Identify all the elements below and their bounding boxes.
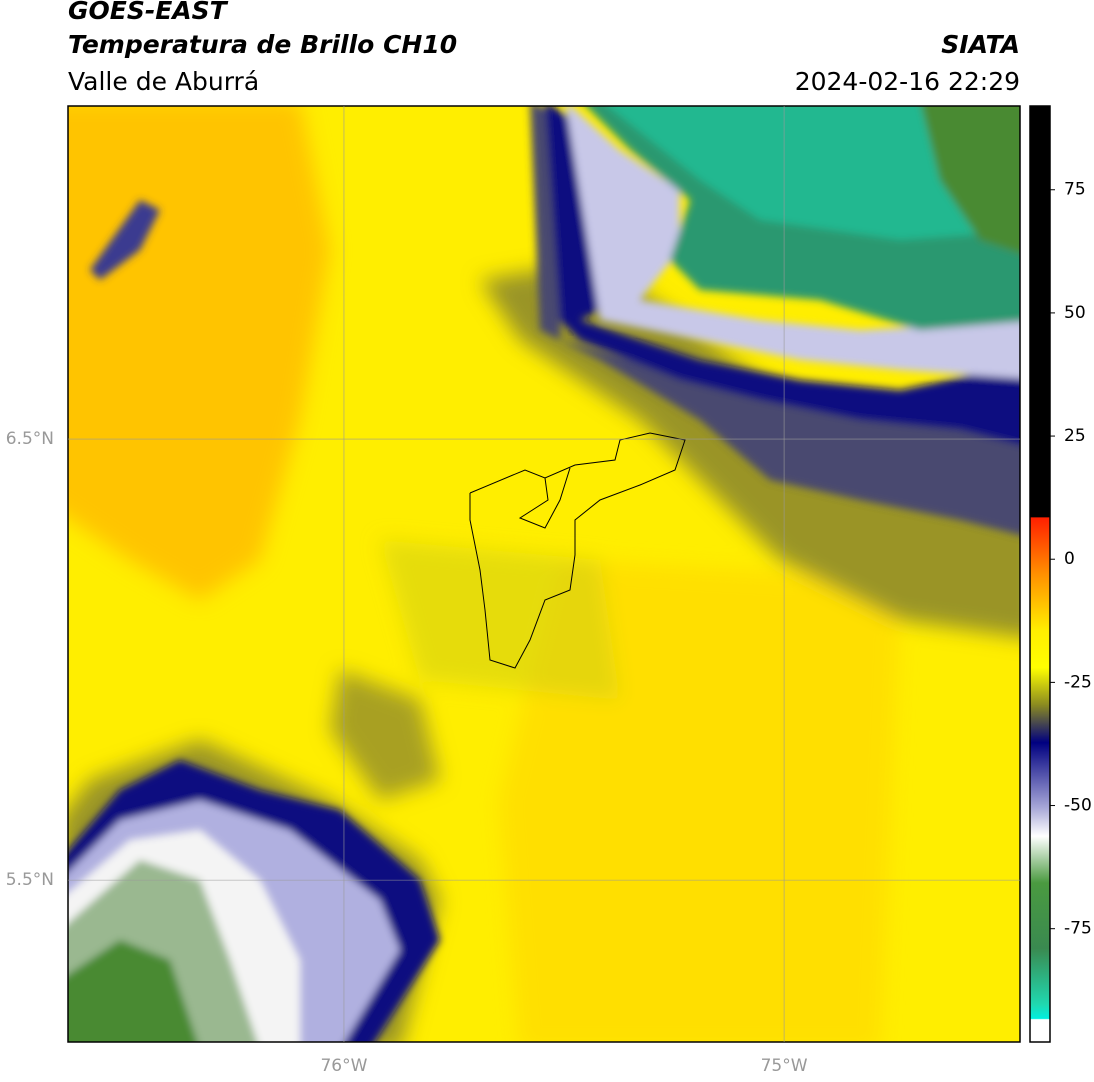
title: GOES-EAST <box>68 0 229 25</box>
region: Valle de Aburrá <box>68 67 259 96</box>
subtitle: Temperatura de Brillo CH10 <box>68 30 457 59</box>
x-tick-label: 75°W <box>761 1056 808 1076</box>
colorbar-tick-label: 0 <box>1064 549 1075 569</box>
source: SIATA <box>941 30 1020 59</box>
colorbar-tick-label: 25 <box>1064 426 1086 446</box>
colorbar-tick-label: 50 <box>1064 303 1086 323</box>
colorbar <box>1029 105 1051 1043</box>
map-frame <box>67 105 1021 1043</box>
satellite-image <box>68 106 1020 1042</box>
datetime: 2024-02-16 22:29 <box>795 67 1020 96</box>
colorbar-tick-label: -25 <box>1064 672 1092 692</box>
colorbar-tick-label: -75 <box>1064 919 1092 939</box>
colorbar-tick-label: 75 <box>1064 180 1086 200</box>
y-tick-label: 5.5°N <box>6 870 54 890</box>
colorbar-tick-label: -50 <box>1064 796 1092 816</box>
y-tick-label: 6.5°N <box>6 429 54 449</box>
x-tick-label: 76°W <box>320 1056 367 1076</box>
